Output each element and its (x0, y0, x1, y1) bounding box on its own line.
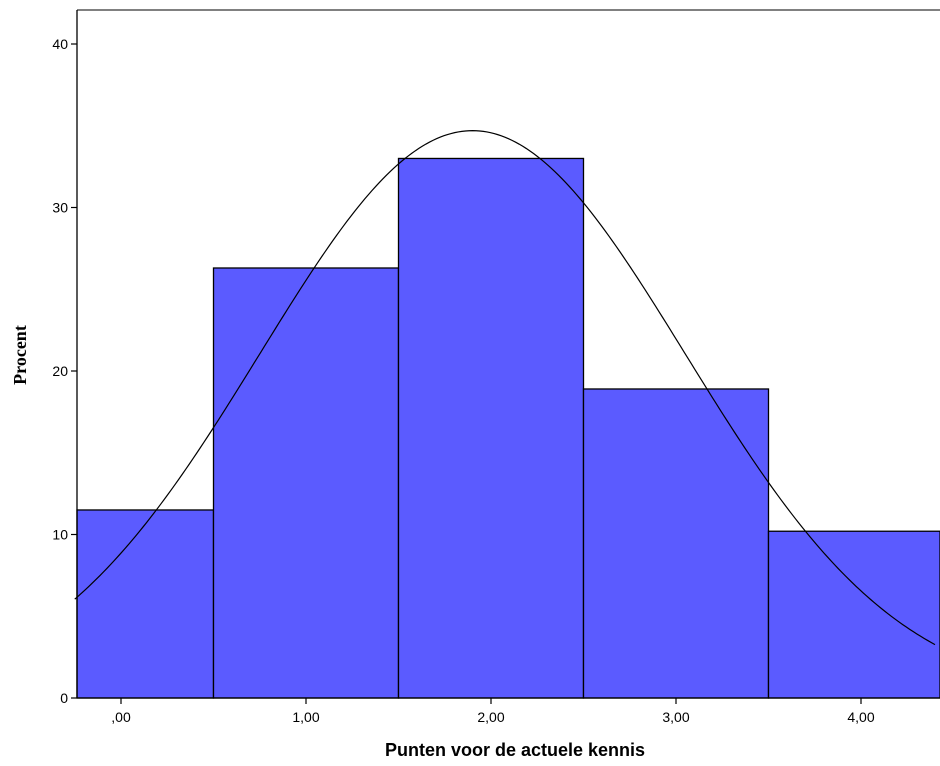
axes (76, 9, 940, 699)
histogram-bar (76, 509, 215, 699)
x-tick-label: ,00 (111, 709, 131, 725)
histogram-bar (212, 267, 400, 699)
x-tick-label: 4,00 (847, 709, 874, 725)
y-axis-ticks: 0 10 20 30 40 (52, 36, 77, 706)
histogram-bar (767, 530, 940, 699)
x-axis-title: Punten voor de actuele kennis (385, 740, 645, 760)
y-axis-title: Procent (10, 325, 30, 385)
histogram-bar (397, 157, 585, 699)
x-tick-label: 1,00 (292, 709, 319, 725)
x-axis-ticks: ,00 1,00 2,00 3,00 4,00 (111, 698, 875, 725)
y-tick-label: 30 (52, 200, 68, 216)
y-tick-label: 40 (52, 36, 68, 52)
y-tick-label: 10 (52, 527, 68, 543)
histogram-bars (76, 157, 940, 699)
y-tick-label: 20 (52, 363, 68, 379)
normal-curve (74, 130, 936, 646)
x-tick-label: 3,00 (662, 709, 689, 725)
y-tick-label: 0 (60, 690, 68, 706)
x-tick-label: 2,00 (477, 709, 504, 725)
histogram-bar (582, 388, 770, 699)
